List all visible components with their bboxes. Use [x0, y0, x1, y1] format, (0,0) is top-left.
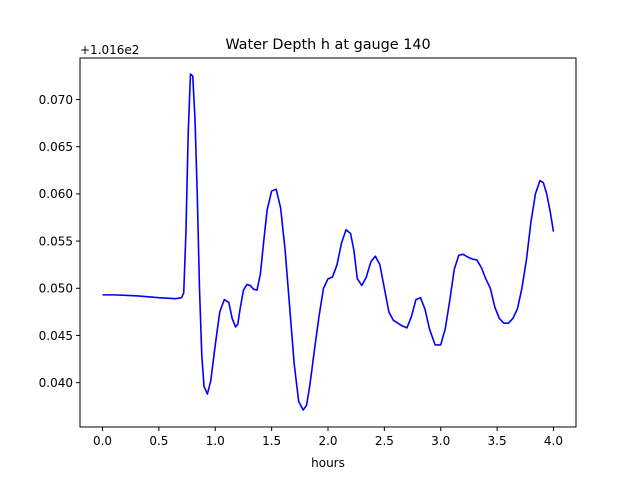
series-line-0 — [102, 73, 555, 411]
x-axis-label: hours — [311, 456, 345, 470]
x-tick-label: 2.5 — [375, 434, 394, 448]
x-tick-label: 3.0 — [431, 434, 450, 448]
x-tick-label: 0.5 — [149, 434, 168, 448]
x-tick-label: 3.5 — [488, 434, 507, 448]
y-axis-offset-label: +1.016e2 — [80, 43, 139, 57]
x-tick-label: 0.0 — [93, 434, 112, 448]
x-axis-ticks: 0.0 0.5 1.0 1.5 2.0 2.5 3.0 3.5 4.0 — [93, 427, 563, 448]
y-tick-label: 0.050 — [39, 282, 73, 296]
y-tick-label: 0.055 — [39, 234, 73, 248]
x-tick-label: 1.5 — [262, 434, 281, 448]
y-tick-label: 0.060 — [39, 187, 73, 201]
y-tick-label: 0.045 — [39, 329, 73, 343]
y-axis-ticks: 0.040 0.045 0.050 0.055 0.060 0.065 0.070 — [39, 93, 80, 390]
x-tick-label: 2.0 — [318, 434, 337, 448]
x-tick-label: 4.0 — [544, 434, 563, 448]
y-tick-label: 0.070 — [39, 93, 73, 107]
x-tick-label: 1.0 — [206, 434, 225, 448]
plot-area — [102, 73, 555, 411]
y-tick-label: 0.040 — [39, 376, 73, 390]
y-tick-label: 0.065 — [39, 140, 73, 154]
chart-title: Water Depth h at gauge 140 — [225, 37, 430, 53]
